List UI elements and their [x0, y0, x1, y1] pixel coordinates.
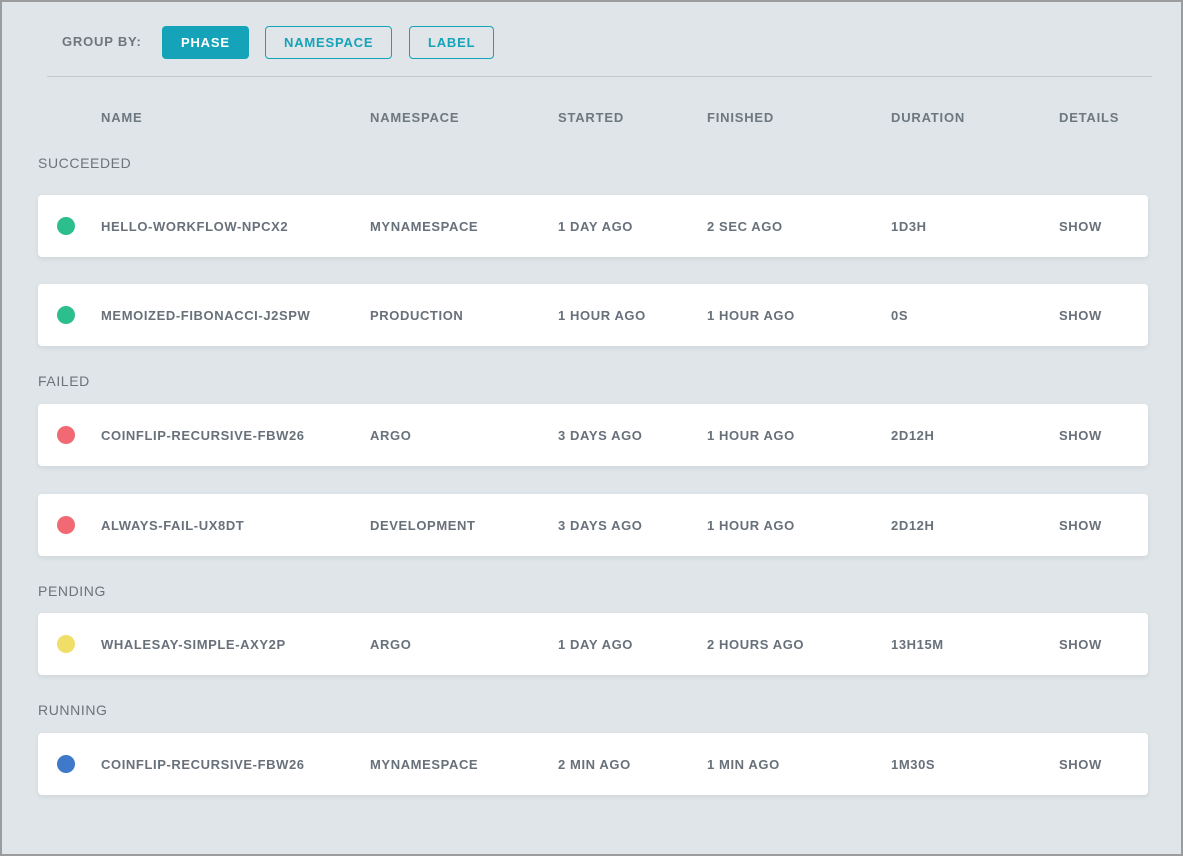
column-header-name: NAME [101, 109, 143, 125]
status-dot-failed [57, 426, 75, 444]
workflow-duration: 1D3H [891, 218, 927, 234]
workflow-name: WHALESAY-SIMPLE-AXY2P [101, 636, 286, 652]
workflow-namespace: PRODUCTION [370, 307, 464, 323]
table-row[interactable]: COINFLIP-RECURSIVE-FBW26 ARGO 3 DAYS AGO… [38, 404, 1148, 466]
table-row[interactable]: ALWAYS-FAIL-UX8DT DEVELOPMENT 3 DAYS AGO… [38, 494, 1148, 556]
workflow-finished: 1 HOUR AGO [707, 307, 795, 323]
workflow-namespace: MYNAMESPACE [370, 218, 479, 234]
table-row[interactable]: MEMOIZED-FIBONACCI-J2SPW PRODUCTION 1 HO… [38, 284, 1148, 346]
workflow-finished: 1 HOUR AGO [707, 517, 795, 533]
table-row[interactable]: WHALESAY-SIMPLE-AXY2P ARGO 1 DAY AGO 2 H… [38, 613, 1148, 675]
show-details-link[interactable]: SHOW [1059, 427, 1102, 443]
workflow-name: MEMOIZED-FIBONACCI-J2SPW [101, 307, 311, 323]
table-header: NAME NAMESPACE STARTED FINISHED DURATION… [38, 108, 1148, 126]
status-dot-pending [57, 635, 75, 653]
workflow-namespace: ARGO [370, 427, 412, 443]
workflow-started: 3 DAYS AGO [558, 517, 643, 533]
group-by-label: GROUP BY: [62, 34, 142, 49]
workflow-started: 3 DAYS AGO [558, 427, 643, 443]
column-header-namespace: NAMESPACE [370, 109, 460, 125]
status-dot-succeeded [57, 306, 75, 324]
group-by-namespace-button[interactable]: NAMESPACE [265, 26, 393, 59]
workflow-namespace: DEVELOPMENT [370, 517, 476, 533]
workflow-finished: 2 SEC AGO [707, 218, 783, 234]
show-details-link[interactable]: SHOW [1059, 307, 1102, 323]
show-details-link[interactable]: SHOW [1059, 756, 1102, 772]
show-details-link[interactable]: SHOW [1059, 636, 1102, 652]
workflow-started: 2 MIN AGO [558, 756, 631, 772]
status-dot-succeeded [57, 217, 75, 235]
column-header-finished: FINISHED [707, 109, 775, 125]
table-row[interactable]: HELLO-WORKFLOW-NPCX2 MYNAMESPACE 1 DAY A… [38, 195, 1148, 257]
workflow-duration: 0S [891, 307, 909, 323]
section-label-pending: PENDING [38, 583, 106, 599]
section-label-failed: FAILED [38, 373, 90, 389]
workflow-name: ALWAYS-FAIL-UX8DT [101, 517, 245, 533]
section-label-running: RUNNING [38, 702, 108, 718]
workflow-finished: 1 MIN AGO [707, 756, 780, 772]
column-header-details: DETAILS [1059, 109, 1120, 125]
workflow-finished: 2 HOURS AGO [707, 636, 805, 652]
workflow-namespace: MYNAMESPACE [370, 756, 479, 772]
show-details-link[interactable]: SHOW [1059, 218, 1102, 234]
section-label-succeeded: SUCCEEDED [38, 155, 132, 171]
show-details-link[interactable]: SHOW [1059, 517, 1102, 533]
table-row[interactable]: COINFLIP-RECURSIVE-FBW26 MYNAMESPACE 2 M… [38, 733, 1148, 795]
group-by-phase-button[interactable]: PHASE [162, 26, 249, 59]
status-dot-running [57, 755, 75, 773]
toolbar-divider [47, 76, 1152, 77]
column-header-started: STARTED [558, 109, 625, 125]
workflow-name: COINFLIP-RECURSIVE-FBW26 [101, 427, 305, 443]
workflow-duration: 2D12H [891, 427, 935, 443]
workflow-started: 1 DAY AGO [558, 636, 634, 652]
workflow-duration: 2D12H [891, 517, 935, 533]
column-header-duration: DURATION [891, 109, 966, 125]
workflow-namespace: ARGO [370, 636, 412, 652]
workflow-duration: 1M30S [891, 756, 936, 772]
workflow-finished: 1 HOUR AGO [707, 427, 795, 443]
group-by-label-button[interactable]: LABEL [409, 26, 495, 59]
workflow-name: HELLO-WORKFLOW-NPCX2 [101, 218, 289, 234]
workflow-duration: 13H15M [891, 636, 944, 652]
workflow-started: 1 DAY AGO [558, 218, 634, 234]
status-dot-failed [57, 516, 75, 534]
workflow-started: 1 HOUR AGO [558, 307, 646, 323]
workflow-name: COINFLIP-RECURSIVE-FBW26 [101, 756, 305, 772]
